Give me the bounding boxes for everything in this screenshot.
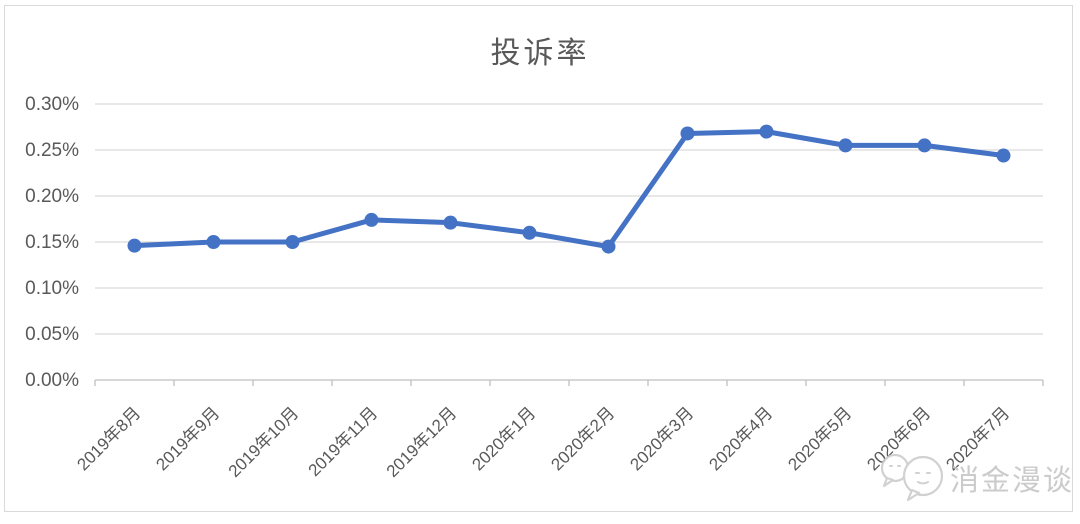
y-axis-label: 0.30% <box>25 94 79 115</box>
x-axis-label: 2020年1月 <box>468 403 539 474</box>
y-axis-label: 0.05% <box>25 324 79 345</box>
data-point <box>206 235 221 249</box>
data-point <box>680 126 695 141</box>
data-point <box>917 138 932 153</box>
x-axis-label: 2019年8月 <box>73 403 144 474</box>
y-axis-label: 0.20% <box>25 186 79 207</box>
data-point <box>522 225 537 240</box>
data-point <box>759 124 774 139</box>
x-axis-label: 2019年12月 <box>383 403 461 481</box>
chart-border <box>4 5 1073 512</box>
y-axis-label: 0.10% <box>25 278 79 299</box>
data-point <box>838 138 853 153</box>
data-line <box>132 129 1006 250</box>
data-point <box>285 235 300 249</box>
data-point <box>443 215 458 230</box>
chart-title: 投诉率 <box>490 37 590 70</box>
y-axis-label: 0.15% <box>25 232 79 253</box>
data-point <box>996 148 1011 163</box>
x-axis-label: 2020年5月 <box>784 403 855 474</box>
y-axis-label: 0.00% <box>25 370 79 391</box>
x-axis-label: 2020年3月 <box>626 403 697 474</box>
data-point <box>601 239 616 254</box>
y-axis-label: 0.25% <box>25 140 79 161</box>
x-axis-label: 2019年11月 <box>305 403 382 480</box>
watermark-text: 消金漫谈 <box>950 465 1075 497</box>
chat-bubbles-icon <box>880 453 944 502</box>
watermark: 消金漫谈 <box>878 446 1074 510</box>
data-point <box>127 238 142 253</box>
x-axis-label: 2019年9月 <box>152 403 223 474</box>
data-point <box>364 212 379 227</box>
x-axis-label: 2020年4月 <box>705 403 776 474</box>
x-axis-label: 2019年10月 <box>225 403 303 481</box>
x-axis-label: 2020年2月 <box>547 403 618 474</box>
